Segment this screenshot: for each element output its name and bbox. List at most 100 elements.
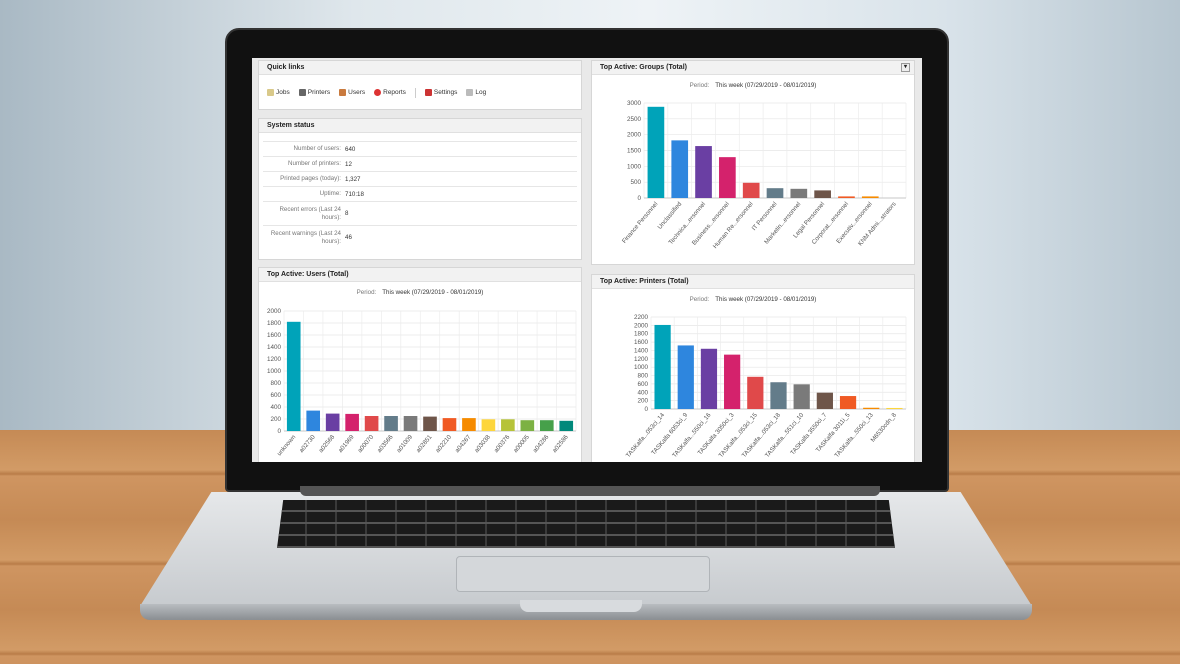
system-status-panel: System status Number of users: 640 Number … — [258, 118, 582, 260]
y-tick-label: 1600 — [634, 339, 649, 346]
bar — [793, 384, 810, 409]
status-value: 12 — [345, 160, 352, 168]
bar — [325, 413, 340, 431]
quick-link-label: Jobs — [276, 89, 290, 97]
printer-icon — [298, 89, 306, 97]
x-tick-label: a01009 — [395, 433, 414, 454]
laptop-keyboard — [277, 500, 895, 548]
x-tick-label: Finance Personnel — [621, 201, 660, 245]
bar — [559, 420, 574, 431]
x-tick-label: a04286 — [532, 433, 551, 454]
y-tick-label: 3000 — [627, 100, 642, 107]
y-tick-label: 1800 — [267, 320, 282, 327]
bar — [423, 416, 437, 431]
y-tick-label: 0 — [644, 406, 648, 413]
status-key: Printed pages (today): — [280, 175, 341, 183]
y-tick-label: 1000 — [267, 368, 282, 375]
bar — [306, 410, 321, 431]
y-tick-label: 1400 — [267, 344, 282, 351]
panel-title: Quick links — [259, 61, 581, 75]
x-tick-label: a02730 — [298, 433, 317, 454]
bar — [677, 345, 694, 409]
status-value: 1,327 — [345, 175, 361, 183]
bar — [886, 407, 903, 409]
status-value: 8 — [345, 210, 349, 217]
period-text: Period: This week (07/29/2019 - 08/01/201… — [689, 296, 817, 303]
bar — [839, 396, 857, 409]
laptop-hinge — [300, 486, 880, 496]
reports-icon — [374, 89, 382, 97]
status-key: Number of users: — [293, 145, 341, 153]
quick-link-log[interactable]: Log — [466, 89, 486, 97]
bar — [861, 196, 879, 198]
bar — [462, 418, 476, 431]
quick-link-jobs[interactable]: Jobs — [267, 89, 290, 97]
bar — [863, 407, 880, 409]
printers-chart-panel: Top Active: Printers (Total) Period: This… — [591, 274, 915, 462]
y-tick-label: 800 — [637, 373, 648, 380]
status-value: 640 — [345, 145, 356, 153]
y-tick-label: 2000 — [267, 308, 282, 315]
bar — [501, 419, 515, 431]
x-tick-label: a03038 — [473, 433, 492, 454]
y-tick-label: 1000 — [627, 163, 642, 170]
quick-link-users[interactable]: Users — [339, 89, 366, 97]
x-tick-label: TASKalfa...053ci_14 — [625, 411, 667, 459]
bar — [770, 382, 787, 409]
quick-links-panel: Quick links Jobs Printers Users Reports Sett… — [258, 60, 582, 110]
y-tick-label: 500 — [630, 179, 641, 186]
x-tick-label: a02851 — [415, 433, 434, 454]
dashboard-screen: Quick links Jobs Printers Users Reports Sett… — [252, 58, 922, 462]
status-value: 46 — [345, 234, 352, 241]
period-text: Period: This week (07/29/2019 - 08/01/201… — [689, 82, 817, 89]
settings-icon — [424, 89, 432, 97]
bar — [286, 321, 301, 431]
bar — [724, 354, 741, 409]
y-tick-label: 0 — [637, 195, 641, 202]
x-tick-label: unknown — [276, 433, 298, 457]
panel-title: Top Active: Users (Total) — [259, 268, 581, 282]
status-row: Printed pages (today): 1,327 — [263, 171, 577, 186]
collapse-dropdown-icon[interactable]: ▾ — [901, 63, 910, 72]
bar — [654, 324, 671, 409]
quick-link-printers[interactable]: Printers — [298, 89, 330, 97]
quick-link-label: Reports — [383, 89, 406, 97]
bar — [838, 196, 855, 198]
quick-link-label: Settings — [433, 89, 458, 97]
status-row: Number of printers: 12 — [263, 156, 577, 171]
y-tick-label: 1600 — [267, 332, 282, 339]
bar — [742, 182, 760, 198]
bar — [766, 188, 784, 198]
x-tick-label: a02210 — [434, 433, 453, 454]
y-tick-label: 1400 — [634, 347, 649, 354]
bar — [345, 413, 359, 431]
x-tick-label: a00376 — [493, 433, 512, 454]
user-icon — [339, 89, 347, 97]
divider — [414, 88, 416, 98]
bar — [695, 146, 712, 198]
jobs-icon — [267, 89, 274, 97]
y-tick-label: 0 — [277, 428, 281, 435]
bar — [671, 140, 689, 198]
status-key: Recent errors (Last 24 hours): — [279, 206, 341, 221]
y-tick-label: 1200 — [267, 356, 282, 363]
y-tick-label: 600 — [637, 381, 648, 388]
period-text: Period: This week (07/29/2019 - 08/01/201… — [356, 289, 484, 296]
bar — [403, 416, 418, 431]
y-tick-label: 800 — [270, 380, 281, 387]
quick-link-reports[interactable]: Reports — [374, 89, 406, 97]
quick-links-bar: Jobs Printers Users Reports Settings Log — [259, 75, 581, 111]
quick-link-settings[interactable]: Settings — [424, 89, 458, 97]
bar — [747, 376, 764, 409]
status-row: Number of users: 640 — [263, 141, 577, 156]
x-tick-label: a02568 — [318, 433, 337, 454]
quick-link-label: Users — [348, 89, 366, 97]
bar — [790, 188, 808, 198]
x-tick-label: a03566 — [376, 433, 395, 454]
y-tick-label: 1200 — [634, 356, 649, 363]
y-tick-label: 2200 — [634, 314, 649, 321]
y-tick-label: 1500 — [627, 148, 642, 155]
status-key: Number of printers: — [288, 160, 341, 168]
laptop-notch — [520, 600, 642, 612]
